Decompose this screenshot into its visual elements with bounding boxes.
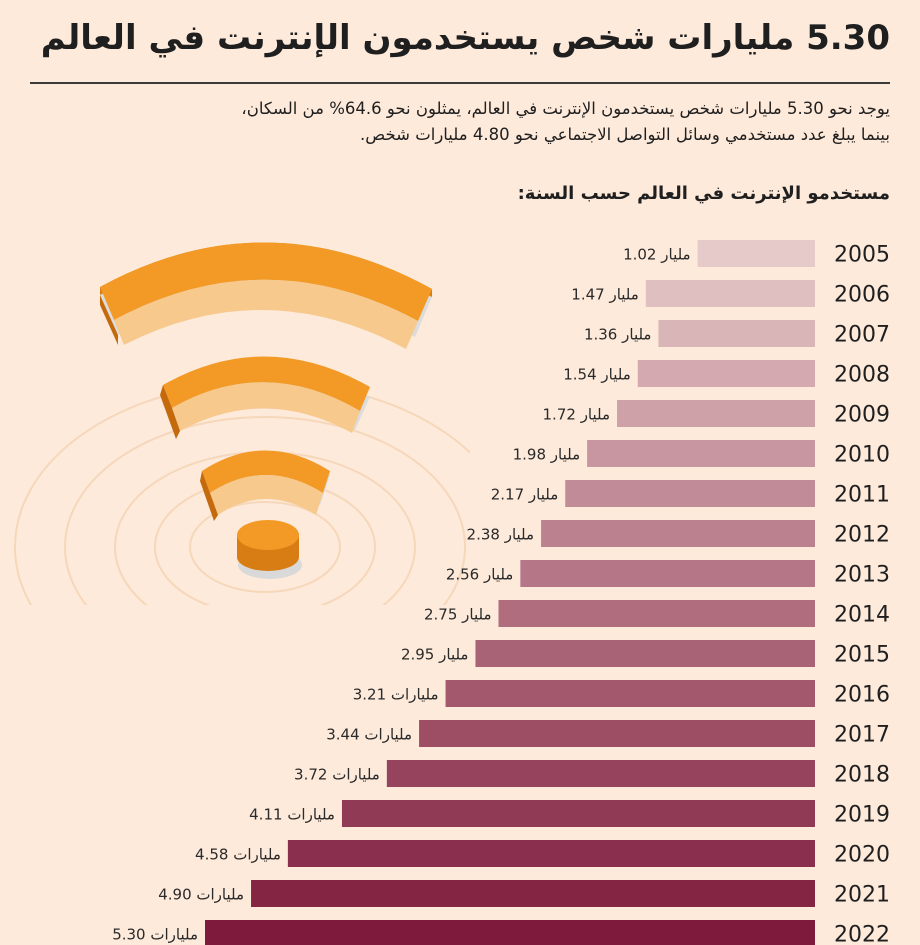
- chart-subtitle: مستخدمو الإنترنت في العالم حسب السنة:: [517, 183, 890, 204]
- value-label: 2.75 مليار: [424, 606, 492, 624]
- value-label: 4.58 مليارات: [195, 846, 281, 864]
- bar-2019: [341, 800, 815, 827]
- year-label: 2018: [834, 763, 890, 788]
- value-label: 1.36 مليار: [584, 326, 652, 344]
- bar-2015: [475, 640, 815, 667]
- bar-2007: [658, 320, 815, 347]
- year-label: 2006: [834, 283, 890, 308]
- intro-text: يوجد نحو 5.30 مليارات شخص يستخدمون الإنت…: [30, 96, 890, 149]
- value-label: 2.56 مليار: [446, 566, 514, 584]
- year-label: 2021: [834, 883, 890, 908]
- value-label: 1.72 مليار: [543, 406, 611, 424]
- value-label: 5.30 مليارات: [112, 926, 198, 944]
- year-label: 2017: [834, 723, 890, 748]
- page-title: 5.30 مليارات شخص يستخدمون الإنترنت في ال…: [40, 18, 890, 58]
- intro-line-2: بينما يبلغ عدد مستخدمي وسائل التواصل الا…: [360, 125, 890, 145]
- value-label: 1.54 مليار: [563, 366, 631, 384]
- value-label: 1.47 مليار: [571, 286, 639, 304]
- intro-line-1: يوجد نحو 5.30 مليارات شخص يستخدمون الإنت…: [241, 99, 890, 118]
- bar-2016: [445, 680, 815, 707]
- year-label: 2019: [834, 803, 890, 828]
- bar-2012: [541, 520, 815, 547]
- value-label: 3.72 مليارات: [294, 766, 380, 784]
- bar-2014: [498, 600, 815, 627]
- bar-2018: [386, 760, 815, 787]
- year-label: 2007: [834, 323, 890, 348]
- bar-2013: [520, 560, 815, 587]
- value-label: 3.21 مليارات: [353, 686, 439, 704]
- bar-2005: [697, 240, 815, 267]
- year-label: 2011: [834, 483, 890, 508]
- bar-2020: [287, 840, 815, 867]
- bar-2017: [419, 720, 815, 747]
- year-label: 2016: [834, 683, 890, 708]
- year-label: 2009: [834, 403, 890, 428]
- year-label: 2012: [834, 523, 890, 548]
- wifi-icon: [14, 242, 470, 605]
- bar-2009: [617, 400, 815, 427]
- year-label: 2010: [834, 443, 890, 468]
- bar-2021: [251, 880, 816, 907]
- bar-2022: [205, 920, 815, 945]
- bar-2011: [565, 480, 815, 507]
- year-label: 2013: [834, 563, 890, 588]
- year-label: 2015: [834, 643, 890, 668]
- value-label: 4.11 مليارات: [249, 806, 335, 824]
- year-label: 2020: [834, 843, 890, 868]
- year-label: 2022: [834, 923, 890, 945]
- value-label: 1.98 مليار: [513, 446, 581, 464]
- value-label: 4.90 مليارات: [158, 886, 244, 904]
- year-label: 2008: [834, 363, 890, 388]
- year-label: 2014: [834, 603, 890, 628]
- year-label: 2005: [834, 243, 890, 268]
- wifi-arc-medium-icon: [160, 356, 370, 439]
- value-label: 2.17 مليار: [491, 486, 559, 504]
- value-label: 2.95 مليار: [401, 646, 469, 664]
- bar-2010: [587, 440, 815, 467]
- title-divider: [30, 82, 890, 84]
- wifi-dot-icon: [237, 520, 302, 579]
- value-label: 3.44 مليارات: [326, 726, 412, 744]
- value-label: 1.02 مليار: [623, 246, 691, 264]
- bar-2008: [637, 360, 815, 387]
- wifi-arc-large-icon: [100, 242, 432, 349]
- wifi-arc-small-icon: [200, 450, 330, 521]
- bar-2006: [645, 280, 815, 307]
- value-label: 2.38 مليار: [467, 526, 535, 544]
